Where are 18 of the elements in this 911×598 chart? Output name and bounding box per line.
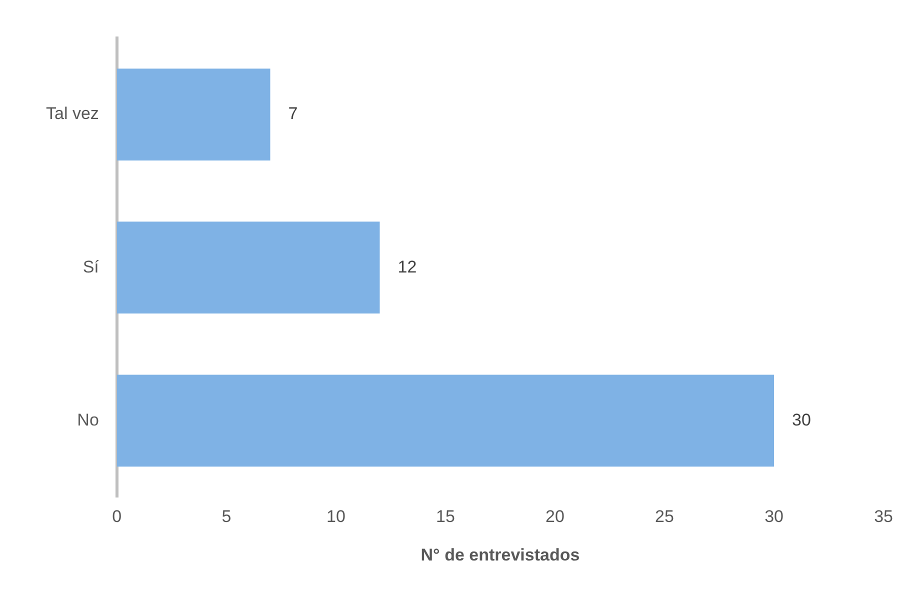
x-tick-label: 15 <box>436 507 455 526</box>
x-tick-label: 10 <box>326 507 346 526</box>
x-tick-label: 25 <box>655 507 674 526</box>
x-tick-label: 30 <box>764 507 784 526</box>
data-label: 7 <box>288 104 298 124</box>
y-tick-label: Sí <box>82 257 100 276</box>
x-tick-label: 5 <box>222 507 232 526</box>
x-axis-title: N° de entrevistados <box>420 545 580 564</box>
bar <box>116 222 380 314</box>
bar <box>116 374 774 467</box>
y-tick-label: No <box>77 410 99 430</box>
data-label: 12 <box>398 257 417 276</box>
x-tick-label: 35 <box>874 507 894 526</box>
y-tick-label: Tal vez <box>46 104 99 124</box>
bar <box>116 68 270 160</box>
x-tick-label: 20 <box>546 507 564 526</box>
data-label: 30 <box>792 410 811 430</box>
x-tick-label: 0 <box>112 507 122 526</box>
